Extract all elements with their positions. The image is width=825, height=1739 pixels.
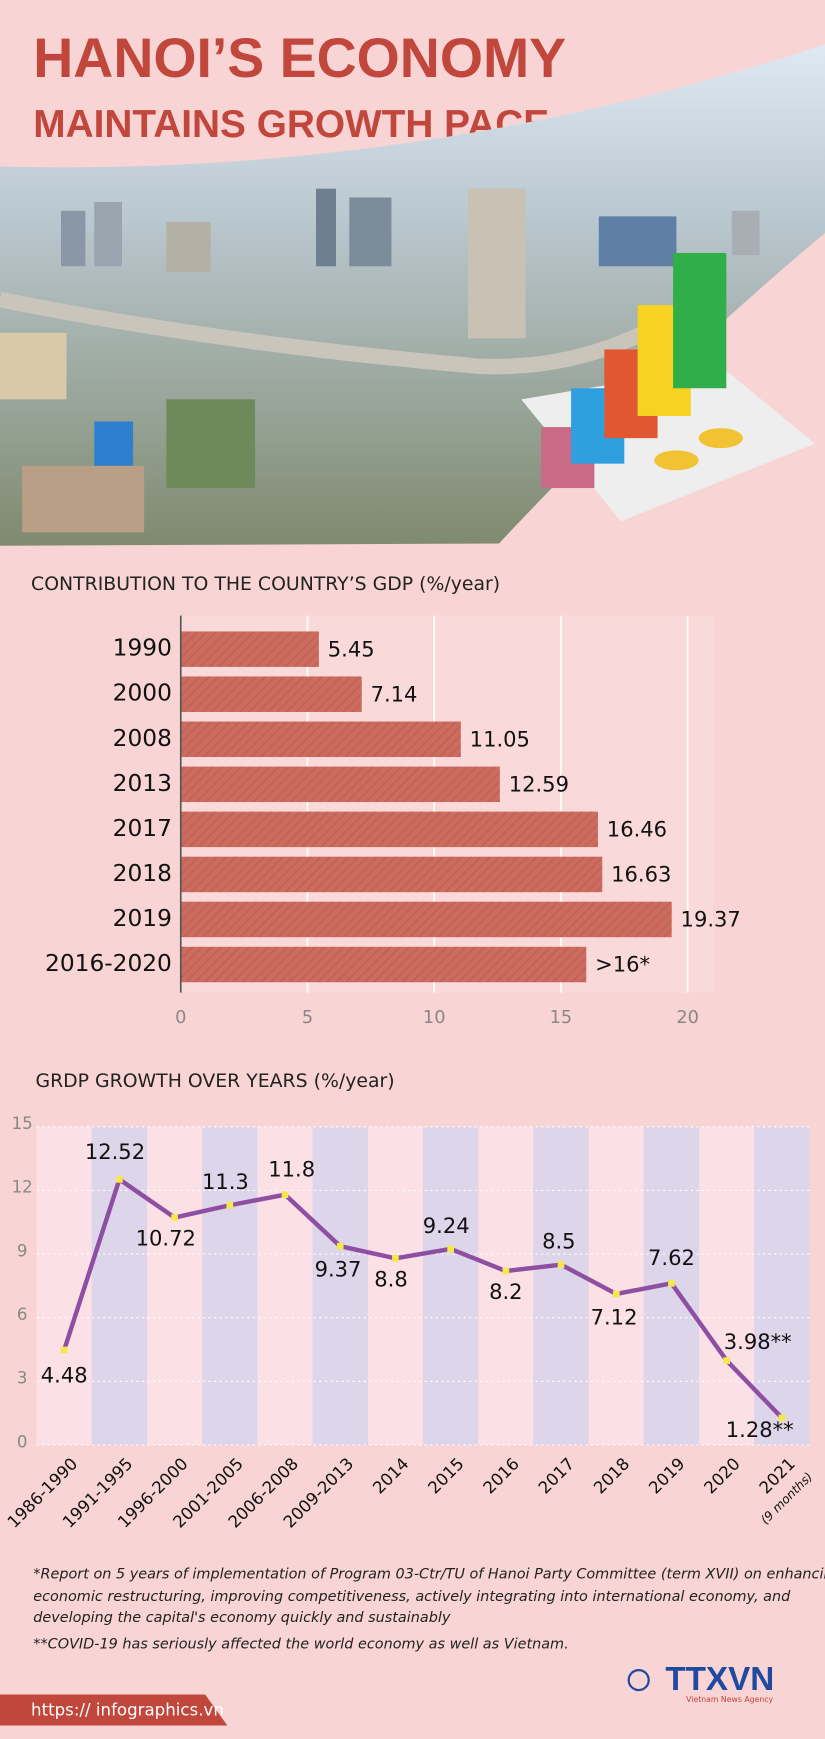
column-band [312,1126,368,1446]
value-label: 3.98** [724,1329,792,1354]
y-tick-label: 6 [17,1305,28,1324]
column-band [257,1126,313,1446]
value-label: 8.2 [489,1279,522,1304]
y-tick-label: 9 [17,1241,28,1260]
marker [336,1242,344,1250]
chart-title: GRDP GROWTH OVER YEARS (%/year) [35,1071,394,1092]
value-label: 12.59 [509,771,569,796]
y-tick-label: 2016-2020 [45,950,172,977]
value-label: 9.24 [423,1213,470,1238]
url: https:// infographics.vn [31,1701,224,1720]
value-label: 1.28** [726,1417,794,1442]
column-band [147,1126,203,1446]
copyright-icon [627,1668,650,1692]
x-tick-label: 10 [423,1008,446,1028]
chart-title: CONTRIBUTION TO THE COUNTRY’S GDP (%/yea… [31,574,500,595]
value-label: 7.62 [648,1245,695,1270]
column-band [478,1126,534,1446]
bar-hatch [180,721,461,758]
value-label: 19.37 [681,907,741,932]
bar-hatch [180,856,603,893]
y-tick-label: 2013 [113,770,172,797]
marker [116,1176,123,1183]
column-band [202,1126,258,1446]
bar-hatch [180,631,319,667]
marker [723,1357,730,1364]
marker [447,1245,454,1253]
footnote: economic restructuring, improving compet… [33,1589,791,1605]
value-label: 5.45 [328,636,375,661]
title: HANOI’S ECONOMY [33,27,566,89]
bar-icon [521,252,816,522]
value-label: 16.63 [611,862,671,887]
value-label: 7.12 [591,1304,638,1329]
y-tick-label: 3 [17,1369,28,1388]
column-band [533,1126,589,1446]
y-tick-label: 2018 [113,860,172,887]
value-label: 16.46 [607,816,667,841]
column-band [423,1126,479,1446]
y-tick-label: 12 [12,1178,33,1197]
x-tick-label: 0 [175,1008,186,1028]
x-tick-label: 20 [676,1008,699,1028]
marker [502,1267,510,1275]
value-label: 11.05 [470,726,530,751]
column-band [91,1126,148,1446]
value-label: 10.72 [136,1226,196,1251]
bar-hatch [180,766,500,803]
marker [612,1290,620,1298]
y-tick-label: 2017 [113,815,172,842]
logo-subtitle: Vietnam News Agency [686,1695,773,1704]
logo: TTXVN [665,1661,774,1698]
marker [392,1254,399,1262]
value-label: 4.48 [41,1363,88,1388]
column-band [367,1126,424,1446]
marker [778,1414,786,1422]
x-tick-label: 15 [550,1008,573,1028]
value-label: 12.52 [85,1139,145,1164]
marker [557,1261,565,1268]
value-label: >16* [595,952,650,977]
marker [60,1346,68,1354]
line [62,1177,784,1420]
value-label: 7.14 [371,681,418,706]
footnote: *Report on 5 years of implementation of … [33,1567,825,1583]
y-tick-label: 2008 [113,725,172,752]
bar-hatch [180,811,598,848]
value-label: 8.5 [542,1228,575,1253]
y-tick-label: 2000 [113,680,172,707]
value-label: 9.37 [315,1257,362,1282]
y-tick-label: 0 [17,1432,28,1451]
city-photo [0,44,825,546]
y-tick-label: 15 [12,1114,33,1133]
value-label: 8.8 [374,1266,407,1291]
column-band [754,1126,810,1446]
footer-band [0,1694,228,1726]
y-tick-label: 1990 [113,635,172,662]
marker [226,1201,234,1209]
marker [171,1214,178,1221]
y-tick-label: 2019 [113,905,172,932]
column-band [699,1126,755,1446]
footnote: developing the capital's economy quickly… [33,1610,451,1626]
value-label: 11.8 [268,1156,315,1181]
bar-hatch [180,676,362,712]
marker [668,1280,675,1287]
bar-hatch [180,901,672,938]
footnote: **COVID-19 has seriously affected the wo… [33,1637,568,1653]
x-tick-label: 5 [302,1008,313,1028]
marker [281,1191,289,1198]
bar-hatch [180,946,587,983]
value-label: 11.3 [202,1169,249,1194]
column-band [36,1126,92,1446]
